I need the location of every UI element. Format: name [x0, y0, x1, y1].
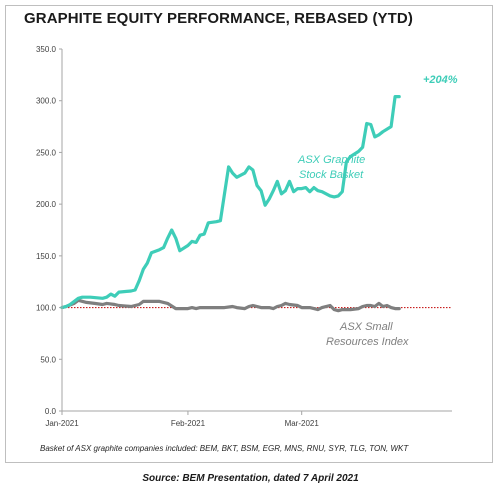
y-tick-label: 0.0 — [45, 407, 57, 416]
y-tick-label: 300.0 — [36, 97, 57, 106]
x-tick-label: Mar-2021 — [285, 419, 320, 428]
y-tick-label: 150.0 — [36, 252, 57, 261]
y-tick-label: 250.0 — [36, 148, 57, 157]
source-caption: Source: BEM Presentation, dated 7 April … — [142, 473, 359, 484]
index-annotation: ASX Small Resources Index — [326, 321, 409, 348]
x-tick-label: Feb-2021 — [171, 419, 206, 428]
x-tick-label: Jan-2021 — [45, 419, 79, 428]
chart-title: GRAPHITE EQUITY PERFORMANCE, REBASED (YT… — [24, 10, 413, 27]
graphite-pct-label: +204% — [423, 74, 458, 86]
small-resources-index-line — [60, 298, 401, 313]
graphite-series-label-line2: Stock Basket — [299, 169, 364, 181]
graphite-basket-line — [60, 95, 401, 310]
graphite-series-label-line1: ASX Graphite — [297, 154, 365, 166]
x-axis-ticks: Jan-2021 Feb-2021 Mar-2021 — [45, 411, 319, 428]
series-layer — [60, 95, 401, 313]
index-series-label-line1: ASX Small — [339, 321, 393, 333]
y-tick-label: 100.0 — [36, 304, 57, 313]
y-tick-label: 50.0 — [40, 355, 56, 364]
graphite-annotation: +204% ASX Graphite Stock Basket — [297, 74, 458, 181]
chart-frame — [5, 5, 493, 463]
index-series-label-line2: Resources Index — [326, 336, 409, 348]
y-tick-label: 200.0 — [36, 200, 57, 209]
y-tick-label: 350.0 — [36, 45, 57, 54]
chart-footnote: Basket of ASX graphite companies include… — [40, 444, 409, 453]
y-axis-ticks: 0.0 50.0 100.0 150.0 200.0 250.0 300.0 350.0 — [36, 45, 62, 416]
